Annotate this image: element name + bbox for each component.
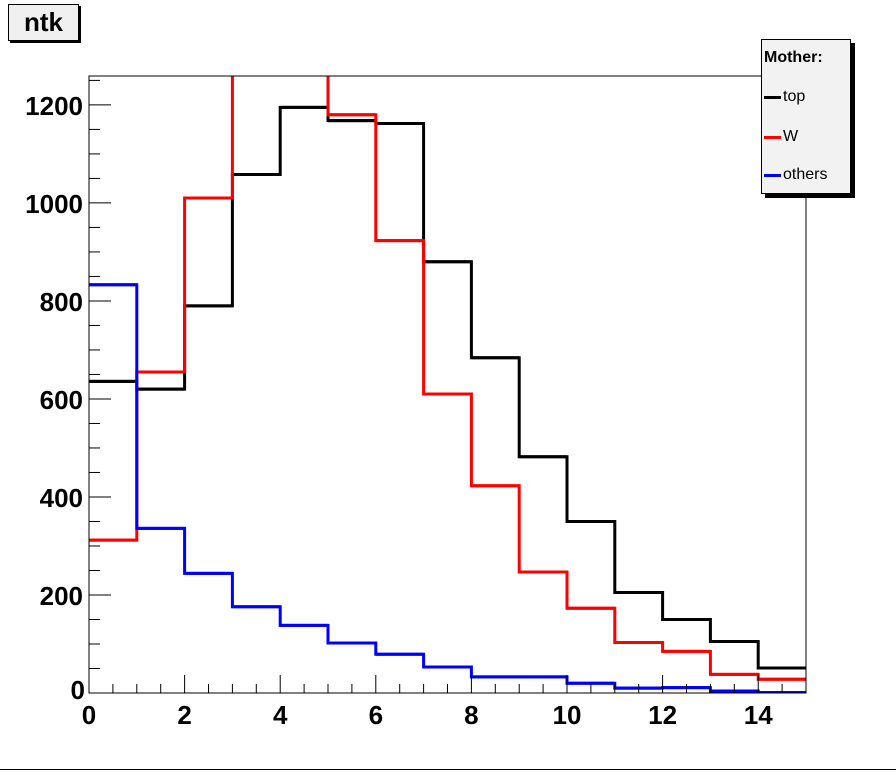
series-others bbox=[89, 283, 806, 693]
x-tick-label: 0 bbox=[82, 700, 96, 730]
series-layer bbox=[89, 76, 806, 693]
series-line-top bbox=[89, 105, 806, 670]
series-line-others bbox=[89, 283, 806, 693]
histogram-title: ntk bbox=[8, 4, 79, 41]
x-tick-label: 2 bbox=[177, 700, 191, 730]
y-tick-label: 1000 bbox=[25, 189, 83, 219]
y-tick-label: 800 bbox=[40, 287, 83, 317]
legend-entry-others: others bbox=[764, 165, 827, 185]
plot-frame bbox=[88, 75, 807, 694]
legend-label-top: top bbox=[783, 88, 806, 105]
axes: 0 200 400 600 800 1000 1200 0 2 4 6 8 10 12 14 bbox=[25, 79, 807, 730]
x-tick-label: 10 bbox=[553, 700, 582, 730]
x-tick-label: 8 bbox=[464, 700, 478, 730]
x-tick-label: 14 bbox=[744, 700, 773, 730]
y-tick-label: 1200 bbox=[25, 91, 83, 121]
legend-swatch-w bbox=[764, 135, 781, 139]
legend: Mother: top W others bbox=[761, 39, 851, 194]
series-top bbox=[89, 105, 806, 670]
series-line-w bbox=[89, 76, 806, 681]
y-tick-label: 200 bbox=[40, 581, 83, 611]
legend-swatch-top bbox=[764, 95, 781, 99]
y-tick-label: 600 bbox=[40, 385, 83, 415]
y-tick-label: 0 bbox=[71, 675, 85, 705]
legend-label-others: others bbox=[783, 166, 828, 183]
legend-swatch-others bbox=[764, 173, 781, 177]
legend-entry-top: top bbox=[764, 87, 805, 107]
x-tick-label: 4 bbox=[273, 700, 288, 730]
legend-label-w: W bbox=[783, 128, 799, 145]
series-w bbox=[89, 76, 806, 681]
x-tick-label: 6 bbox=[369, 700, 383, 730]
legend-entry-w: W bbox=[764, 127, 798, 147]
x-tick-label: 12 bbox=[648, 700, 677, 730]
legend-title: Mother: bbox=[764, 49, 823, 66]
y-tick-label: 400 bbox=[40, 483, 83, 513]
bottom-divider bbox=[0, 769, 896, 770]
